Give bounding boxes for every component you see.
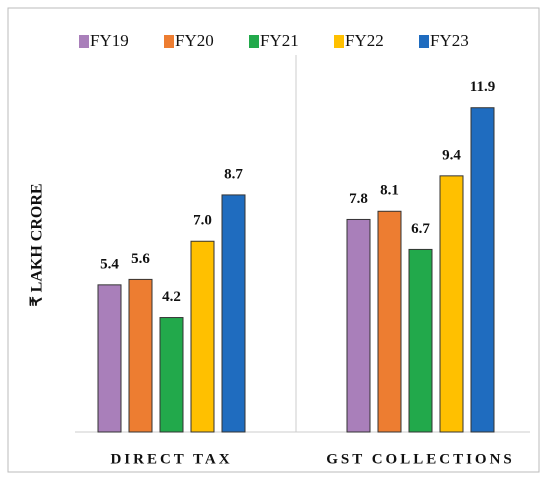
x-tick-label: DIRECT TAX: [110, 451, 232, 467]
legend-swatch: [79, 35, 89, 48]
data-label: 7.0: [193, 213, 212, 229]
bar: [97, 284, 122, 433]
bar: [377, 210, 402, 433]
data-label: 8.7: [224, 166, 243, 182]
data-label: 8.1: [380, 183, 399, 199]
legend-swatch: [249, 35, 259, 48]
frame: [7, 7, 540, 473]
legend-label: FY19: [90, 31, 129, 50]
x-tick-label: GST COLLECTIONS: [326, 451, 515, 467]
bar: [221, 194, 246, 433]
data-label: 11.9: [470, 79, 495, 95]
data-label: 5.4: [100, 256, 119, 272]
legend-swatch: [419, 35, 429, 48]
data-label: 9.4: [442, 147, 461, 163]
data-label: 6.7: [411, 221, 430, 237]
y-axis-label: ₹ LAKH CRORE: [29, 183, 46, 306]
data-label: 5.6: [131, 251, 150, 267]
bar: [190, 240, 215, 433]
legend-label: FY23: [430, 31, 469, 50]
data-label: 4.2: [162, 289, 181, 305]
legend-label: FY22: [345, 31, 384, 50]
data-label: 7.8: [349, 191, 368, 207]
legend-swatch: [334, 35, 344, 48]
bar: [470, 107, 495, 433]
legend-swatch: [164, 35, 174, 48]
legend-label: FY20: [175, 31, 214, 50]
bar: [439, 175, 464, 433]
bar: [346, 218, 371, 433]
bar: [128, 278, 153, 433]
bar: [408, 248, 433, 433]
bar: [159, 317, 184, 433]
legend-label: FY21: [260, 31, 299, 50]
